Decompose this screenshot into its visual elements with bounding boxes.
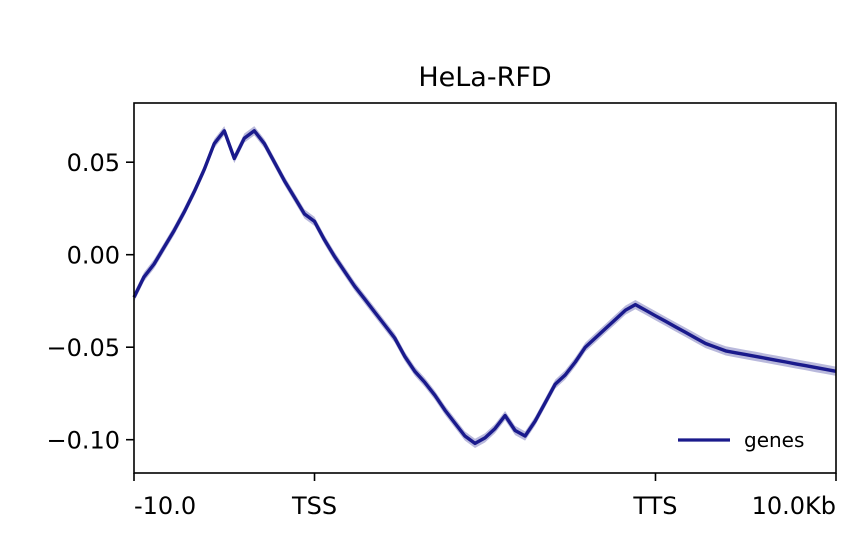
plot-area-frame bbox=[133, 102, 837, 474]
legend-label-genes: genes bbox=[744, 428, 804, 452]
chart-title: HeLa-RFD bbox=[418, 62, 551, 93]
y-tick-label: −0.10 bbox=[46, 427, 120, 455]
y-tick-label: −0.05 bbox=[46, 334, 120, 362]
series-line-genes bbox=[132, 129, 837, 446]
x-tick-label: 10.0Kb bbox=[752, 492, 836, 520]
confidence-band-layer bbox=[134, 126, 836, 448]
x-tick-label: -10.0 bbox=[134, 492, 196, 520]
confidence-band-genes bbox=[134, 126, 836, 448]
y-tick-label: 0.00 bbox=[67, 242, 120, 270]
series-line-layer bbox=[132, 129, 837, 446]
legend: genes bbox=[678, 428, 804, 452]
x-tick-label: TSS bbox=[291, 492, 337, 520]
x-tick-label: TTS bbox=[632, 492, 677, 520]
y-tick-label: 0.05 bbox=[67, 149, 120, 177]
y-axis: 0.05 0.00 −0.05 −0.10 bbox=[46, 149, 134, 455]
x-axis: -10.0 TSS TTS 10.0Kb bbox=[133, 473, 837, 520]
